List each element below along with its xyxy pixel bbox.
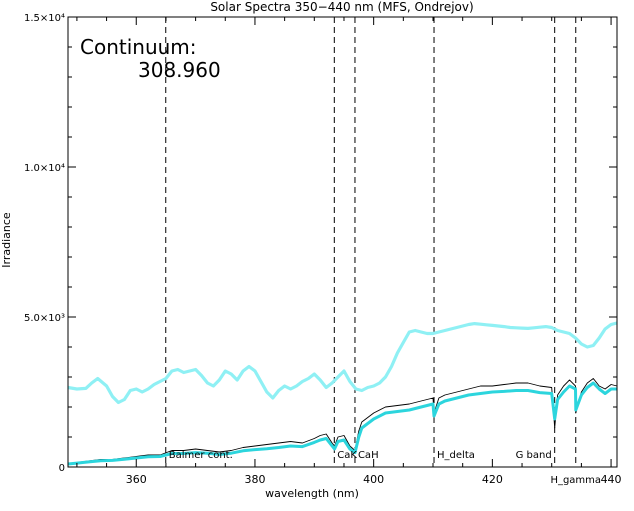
x-tick-label-3: 420 bbox=[482, 473, 503, 486]
x-tick-label-0: 360 bbox=[126, 473, 147, 486]
series-raw-line bbox=[67, 378, 618, 465]
x-tick-label-4: 440 bbox=[601, 473, 622, 486]
series-lines bbox=[67, 321, 618, 466]
series-smoothed-line bbox=[67, 381, 617, 466]
marker-label-4: G band bbox=[516, 450, 552, 461]
x-tick-label-2: 400 bbox=[363, 473, 384, 486]
y-tick-label-0: 0 bbox=[59, 463, 65, 474]
marker-label-0: Balmer cont. bbox=[169, 450, 233, 461]
axes: 360 380 400 420 440 0 5.0×10³ 1.0×10⁴ 1.5×10⁴ bbox=[24, 13, 622, 486]
y-tick-label-3: 1.5×10⁴ bbox=[24, 13, 65, 24]
marker-lines bbox=[165, 17, 577, 467]
y-axis-label: Irradiance bbox=[0, 212, 13, 268]
x-axis-label: wavelength (nm) bbox=[265, 487, 359, 500]
marker-label-5: H_gamma bbox=[550, 475, 601, 486]
marker-label-2: CaH bbox=[358, 450, 379, 461]
marker-label-3: H_delta bbox=[437, 450, 475, 461]
chart-title: Solar Spectra 350−440 nm (MFS, Ondrejov) bbox=[210, 0, 473, 14]
y-tick-label-2: 1.0×10⁴ bbox=[24, 163, 65, 174]
marker-labels: Balmer cont. CaK CaH H_delta G band H_gamma bbox=[169, 450, 601, 486]
x-tick-label-1: 380 bbox=[244, 473, 265, 486]
y-tick-label-1: 5.0×10³ bbox=[24, 313, 65, 324]
continuum-annotation-title: Continuum: bbox=[80, 35, 197, 59]
plot-frame bbox=[67, 16, 618, 468]
continuum-annotation-value: 308.960 bbox=[138, 58, 221, 82]
marker-label-1: CaK bbox=[337, 450, 357, 461]
series-continuum-line bbox=[67, 321, 618, 405]
